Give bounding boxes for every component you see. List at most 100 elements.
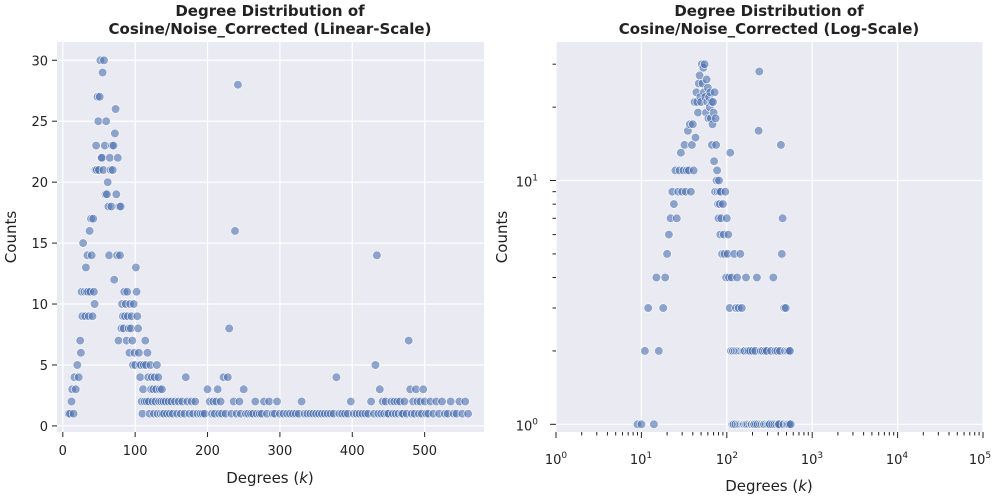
left-scatter-point (190, 396, 200, 407)
left-scatter-point (115, 250, 125, 260)
right-xtick-label-2: 102 (716, 451, 738, 468)
right-scatter-point (720, 187, 730, 197)
right-scatter-point (723, 230, 733, 240)
right-scatter-point (712, 165, 722, 175)
left-scatter-point (135, 372, 145, 382)
right-scatter-point (753, 126, 764, 136)
right-scatter-point (732, 272, 742, 283)
right-x-axis-label: Degrees (k) (725, 477, 813, 495)
left-scatter-point (105, 153, 115, 163)
left-ytick-label-5: 25 (31, 115, 48, 130)
right-scatter-point (687, 140, 697, 150)
right-scatter-points (632, 59, 796, 429)
right-xtick-exp-1: 1 (646, 451, 652, 461)
left-scatter-point (122, 287, 132, 297)
left-ytick-label-4: 20 (31, 176, 48, 191)
right-scatter-point (662, 249, 672, 259)
left-x-axis-label: Degrees (k) (226, 469, 314, 487)
left-scatter-point (404, 336, 414, 346)
left-scatter-point (68, 409, 79, 419)
left-scatter-point (370, 360, 381, 370)
left-scatter-point (213, 384, 223, 394)
right-scatter-point (690, 133, 701, 143)
left-scatter-points (63, 55, 473, 419)
left-x-axis-label-suffix: ) (308, 469, 314, 487)
right-x-axis-label-variable: k (798, 477, 808, 495)
right-scatter-point (640, 346, 650, 356)
left-xtick-label-5: 500 (412, 444, 437, 459)
left-scatter-point (346, 396, 356, 407)
left-scatter-point (366, 396, 376, 407)
right-scatter-point (776, 140, 786, 150)
right-scatter-point (735, 249, 745, 259)
right-xtick-base-3: 10 (801, 453, 818, 468)
left-ytick-label-0: 0 (40, 420, 48, 435)
left-scatter-point (91, 141, 101, 151)
left-scatter-point (233, 80, 243, 90)
right-xtick-label-5: 105 (969, 451, 991, 468)
right-scatter-point (709, 156, 719, 166)
left-y-axis-label: Counts (2, 211, 20, 264)
left-scatter-point (138, 384, 148, 394)
left-scatter-point (89, 299, 100, 309)
right-scatter-point (725, 148, 735, 158)
right-scatter-point (781, 303, 791, 313)
left-scatter-point (133, 323, 143, 334)
left-scatter-point (460, 396, 470, 407)
left-scatter-point (104, 250, 114, 260)
right-xtick-exp-0: 0 (561, 451, 567, 461)
right-scatter-point (710, 113, 721, 123)
left-scatter-point (89, 287, 99, 297)
right-ytick-label-1: 101 (516, 174, 538, 191)
right-scatter-point (693, 107, 703, 118)
right-plot-area (556, 42, 983, 432)
right-ytick-exp-1: 1 (532, 174, 538, 184)
right-scatter-point (699, 59, 710, 69)
left-xtick-label-1: 100 (123, 444, 148, 459)
left-scatter-point (140, 336, 150, 346)
right-scatter-point (688, 119, 698, 129)
left-scatter-point (463, 409, 473, 419)
right-scatter-point (777, 249, 787, 259)
right-xtick-base-1: 10 (630, 453, 647, 468)
left-scatter-point (110, 128, 120, 138)
left-scatter-point (111, 189, 121, 199)
right-scatter-point (709, 87, 720, 97)
right-xtick-label-1: 101 (630, 451, 652, 468)
left-scatter-point (108, 141, 119, 151)
right-tick-labels: 100 101 102 103 104 105 100 101 (516, 174, 991, 469)
right-tick-marks (550, 63, 984, 438)
right-ytick-exp-0: 0 (532, 417, 538, 427)
left-scatter-point (113, 153, 123, 163)
right-chart-title-line-1: Degree Distribution of (674, 2, 864, 20)
right-scatter-point (768, 272, 778, 283)
left-scatter-point (418, 384, 428, 394)
left-scatter-point (181, 372, 191, 382)
left-scatter-point (446, 396, 456, 407)
left-scatter-point (97, 153, 107, 163)
left-scatter-point (127, 336, 137, 346)
right-scatter-point (694, 70, 705, 80)
left-scatter-point (134, 348, 144, 358)
left-scatter-point (264, 396, 274, 407)
left-scatter-point (108, 165, 118, 175)
left-scatter-point (131, 262, 141, 273)
right-scatter-point (754, 66, 764, 77)
left-scatter-point (74, 372, 84, 382)
right-xtick-base-2: 10 (716, 453, 733, 468)
right-scatter-point (737, 303, 747, 313)
left-scatter-point (116, 201, 126, 212)
right-scatter-point (672, 213, 682, 223)
right-scatter-point (689, 165, 699, 175)
left-scatter-point (129, 299, 139, 309)
right-scatter-point (741, 272, 751, 283)
right-y-axis-label: Counts (493, 211, 511, 264)
right-scatter-point (651, 272, 662, 283)
left-scatter-point (250, 396, 260, 407)
left-scatter-point (157, 384, 167, 394)
left-chart-title-line-2: Cosine/Noise_Corrected (Linear-Scale) (109, 20, 432, 38)
left-scatter-point (103, 177, 113, 187)
right-xtick-exp-4: 4 (902, 451, 908, 461)
right-x-axis-label-prefix: Degrees ( (725, 477, 798, 495)
